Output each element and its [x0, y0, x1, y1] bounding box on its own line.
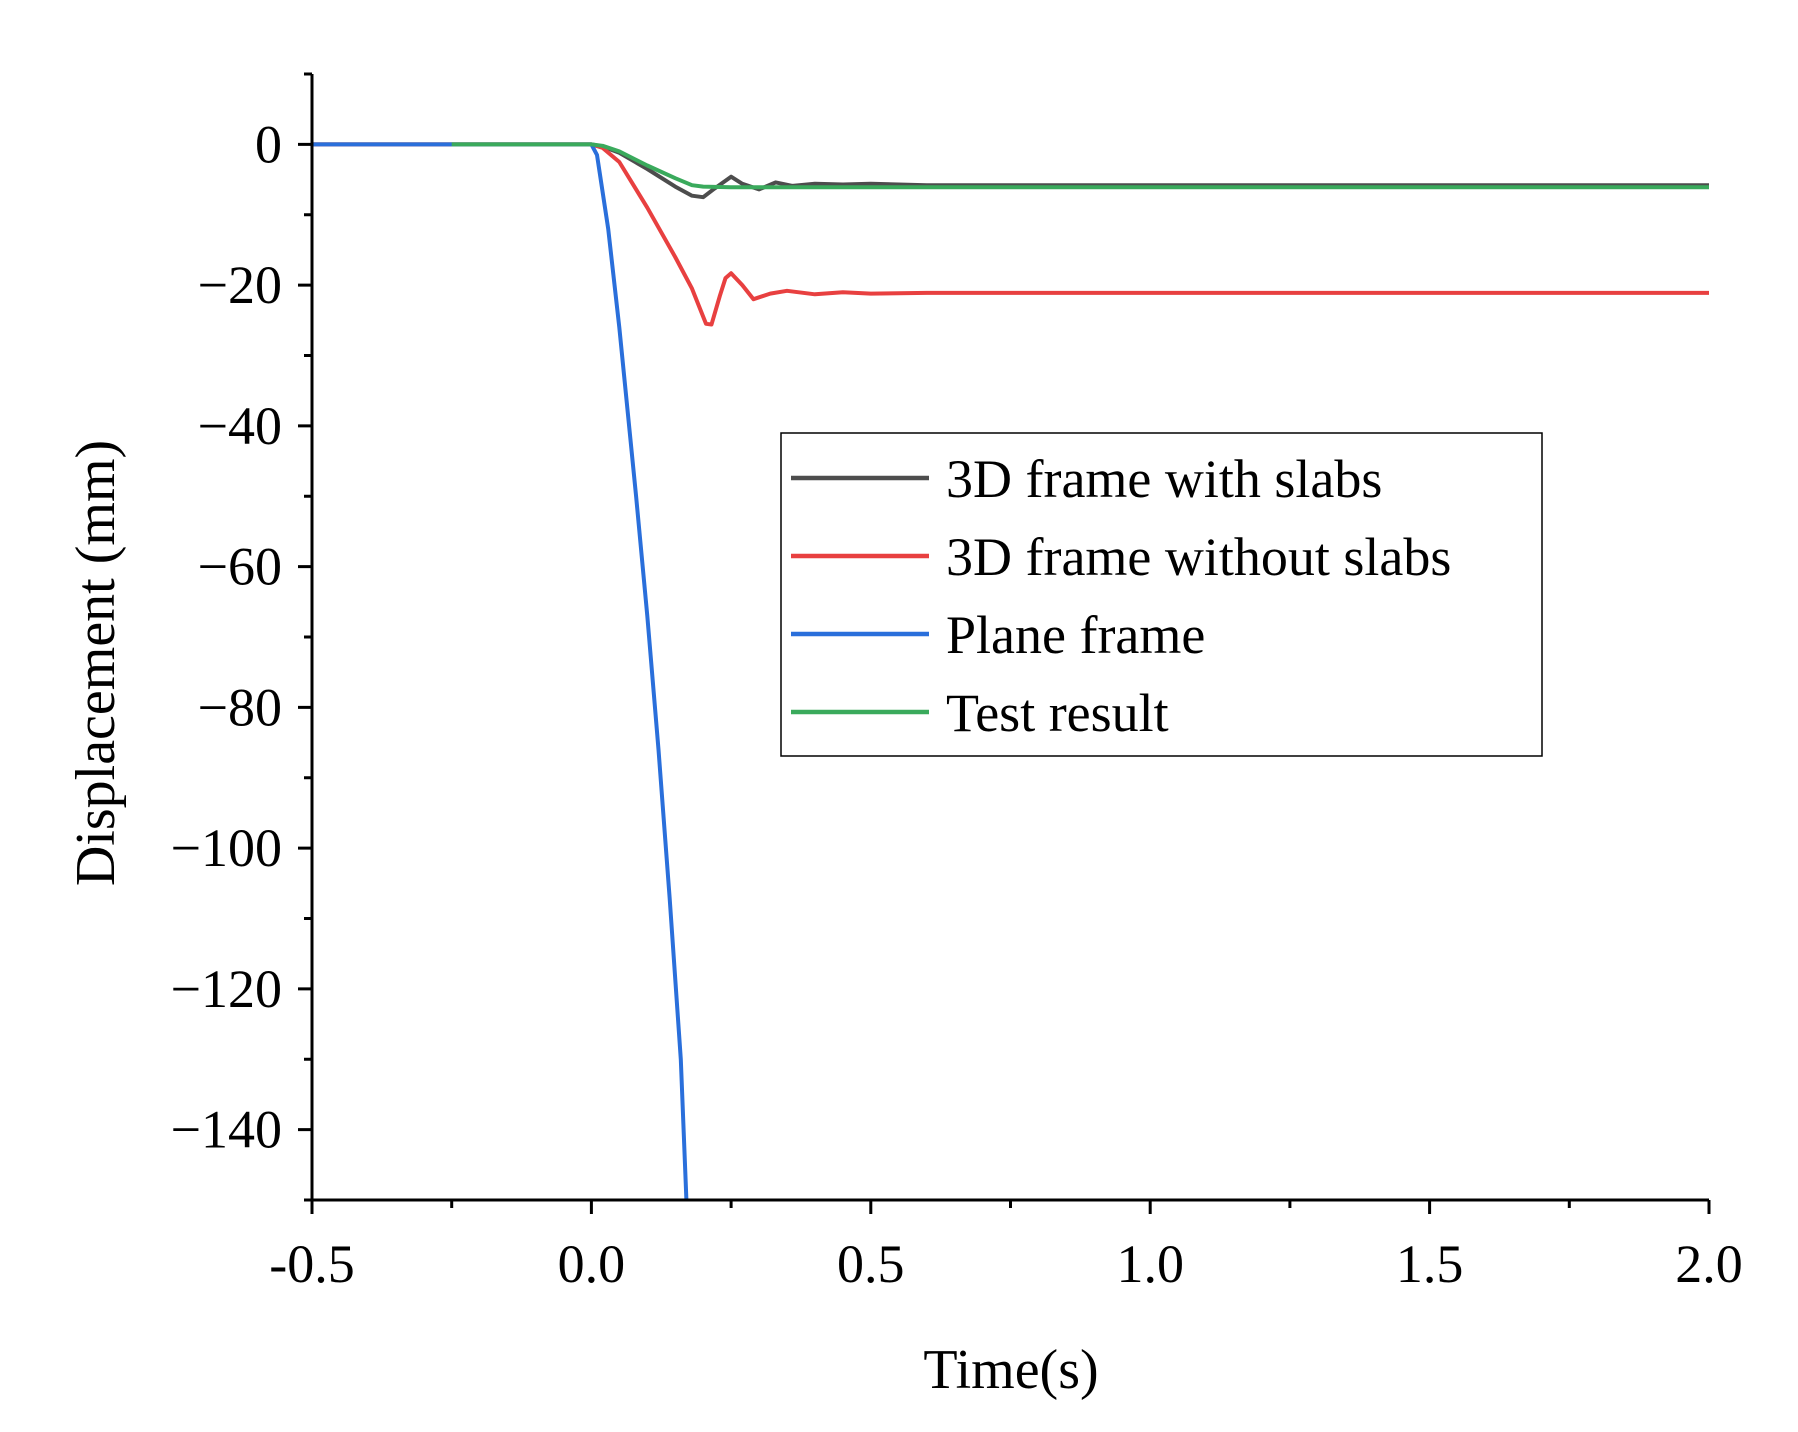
legend-box: [780, 432, 1543, 757]
y-tick-label: 0: [255, 114, 282, 174]
series-line-3: [312, 142, 689, 1200]
series-line-4: [451, 142, 1709, 190]
x-tick-label: -0.5: [269, 1234, 354, 1294]
legend-label: 3D frame without slabs: [946, 527, 1451, 587]
y-tick-label: −40: [198, 396, 282, 456]
y-tick-label: −140: [171, 1100, 282, 1160]
legend-label: 3D frame with slabs: [946, 449, 1382, 509]
x-tick-label: 0.0: [558, 1234, 626, 1294]
x-tick-label: 2.0: [1675, 1234, 1743, 1294]
legend: 3D frame with slabs 3D frame without slab…: [780, 432, 1543, 757]
y-tick-label: −60: [198, 537, 282, 597]
ticks: -0.5 0.0 0.5 1.0 1.5 2.0 0 −20 −40 −60 −80 −100 −120…: [171, 72, 1743, 1294]
x-axis-title: Time(s): [923, 1339, 1098, 1401]
series-line-2: [312, 142, 1709, 327]
x-tick-label: 1.5: [1396, 1234, 1464, 1294]
y-axis-title: Displacement (mm): [65, 440, 127, 886]
legend-label: Test result: [946, 683, 1169, 743]
y-tick-label: −20: [198, 255, 282, 315]
plot-lines: [312, 142, 1709, 1200]
x-tick-label: 0.5: [837, 1234, 905, 1294]
y-tick-label: −100: [171, 818, 282, 878]
y-tick-label: −120: [171, 959, 282, 1019]
legend-label: Plane frame: [946, 605, 1205, 665]
x-tick-label: 1.0: [1116, 1234, 1184, 1294]
y-tick-label: −80: [198, 677, 282, 737]
